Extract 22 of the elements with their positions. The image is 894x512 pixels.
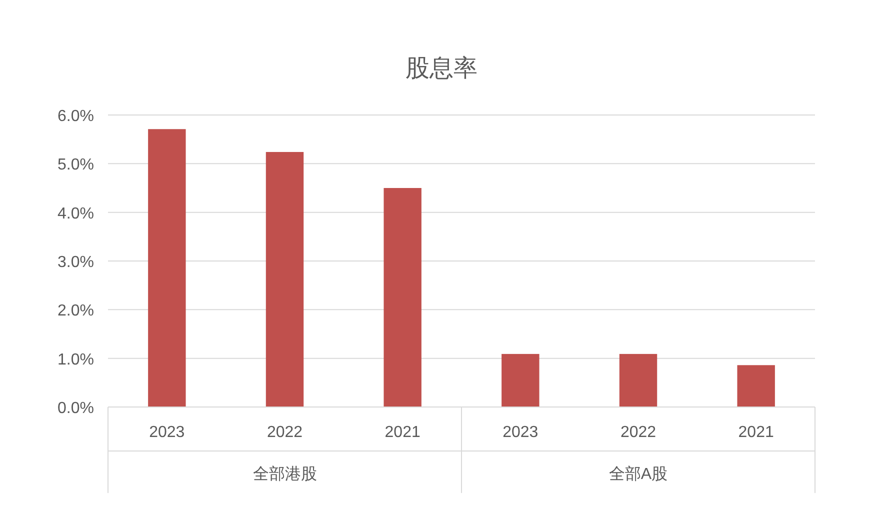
x-tick-label: 2021 bbox=[384, 424, 420, 441]
y-tick-label: 1.0% bbox=[58, 351, 94, 368]
bar bbox=[502, 354, 540, 407]
bar bbox=[619, 354, 658, 407]
y-tick-label: 5.0% bbox=[58, 156, 94, 174]
chart-title: 股息率 bbox=[406, 55, 478, 82]
y-tick-label: 2.0% bbox=[58, 302, 94, 320]
y-tick-label: 3.0% bbox=[58, 254, 94, 271]
x-tick-label: 2022 bbox=[266, 424, 303, 441]
y-tick-label: 4.0% bbox=[58, 205, 94, 222]
bar bbox=[148, 129, 186, 407]
bar bbox=[737, 365, 775, 407]
y-tick-label: 0.0% bbox=[58, 400, 94, 417]
x-tick-label: 2023 bbox=[502, 424, 538, 441]
bar bbox=[266, 152, 304, 407]
text: 全部港股 bbox=[252, 465, 317, 483]
x-tick-label: 2021 bbox=[738, 424, 774, 441]
x-tick-label: 2022 bbox=[620, 424, 656, 441]
text: 全部A股 bbox=[608, 465, 668, 483]
y-tick-label: 6.0% bbox=[58, 108, 94, 125]
x-tick-label: 2023 bbox=[149, 424, 185, 441]
bar bbox=[384, 188, 422, 407]
